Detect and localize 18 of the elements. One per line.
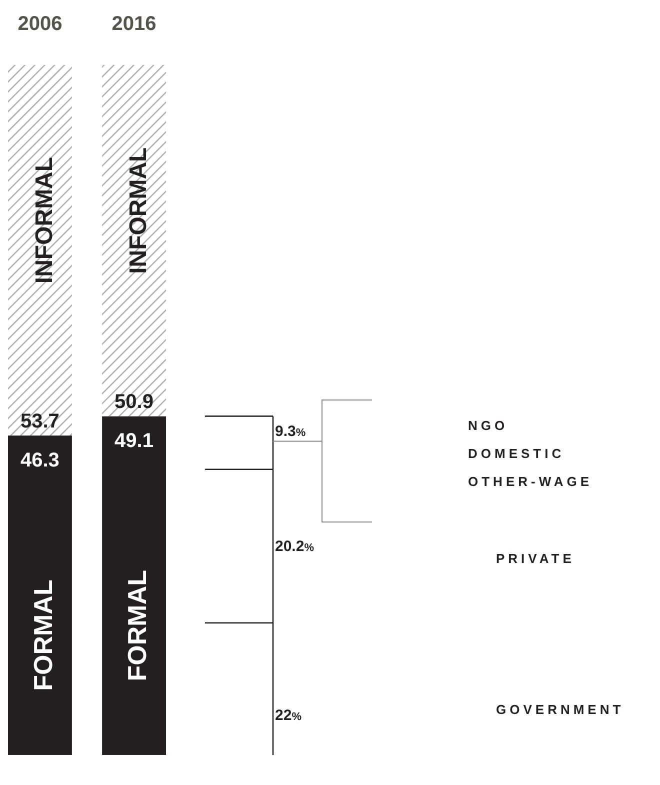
text: 22% [275, 707, 302, 724]
text: DOMESTIC [468, 446, 565, 461]
x-tick-label: 2016 [112, 13, 156, 35]
text: OTHER-WAGE [468, 474, 593, 489]
text: PRIVATE [496, 551, 575, 566]
text: 20.2% [275, 538, 314, 556]
data-label: 53.7 [20, 410, 60, 433]
text: INFORMAL [30, 156, 58, 284]
data-label: 49.1 [114, 430, 154, 452]
data-label: 50.9 [114, 391, 154, 414]
x-tick-label: 2006 [18, 13, 62, 35]
text: GOVERNMENT [496, 702, 624, 717]
text: 9.3% [275, 423, 306, 440]
text: NGO [468, 418, 508, 433]
legend-label: FORMAL [122, 570, 152, 682]
data-label: 46.3 [20, 450, 60, 472]
series-label: INFORMAL [125, 147, 152, 274]
text: FORMAL [28, 580, 58, 691]
